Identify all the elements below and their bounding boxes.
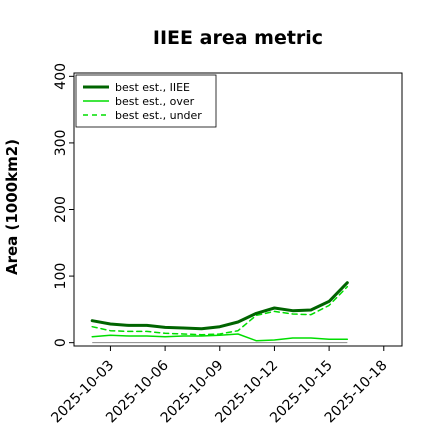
legend-label: best est., IIEE (115, 81, 190, 94)
y-tick-label: 200 (53, 196, 69, 223)
legend-box (75, 74, 217, 128)
y-tick-label: 400 (53, 63, 69, 90)
legend-label: best est., under (115, 109, 202, 122)
y-tick-label: 100 (53, 263, 69, 290)
series-line-best-est-over (91, 333, 349, 342)
y-tick-label: 300 (53, 130, 69, 157)
series-line-best-est-iiee (90, 281, 349, 331)
series-line-best-est-under (91, 285, 349, 336)
chart-title: IIEE area metric (153, 27, 323, 49)
legend-label: best est., over (115, 95, 195, 108)
y-tick-label: 0 (53, 338, 69, 347)
y-axis-label: Area (1000km2) (3, 139, 21, 275)
